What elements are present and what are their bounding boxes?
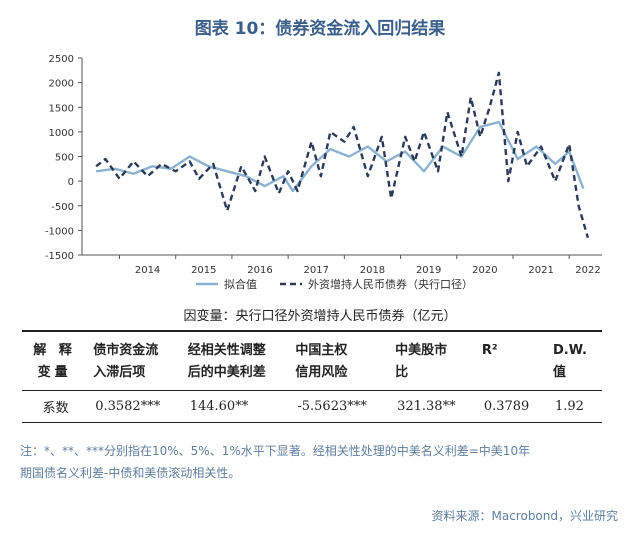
table-header-row: 解 释 变量 债市资金流 入滞后项 经相关性调整 后的中美利差 中国主权 信用风… — [22, 330, 602, 391]
x-tick-label: 2022 — [575, 265, 600, 276]
col-header-credit-line-1: 中国主权 — [295, 343, 348, 358]
col-header-credit-risk: 中国主权 信用风险 — [289, 330, 390, 391]
chart-title: 图表 10：债券资金流入回归结果 — [194, 19, 446, 39]
table-row: 系数 0.3582*** 144.60** -5.5623*** 321.38*… — [22, 390, 602, 423]
col-header-lag-line-2: 入滞后项 — [93, 365, 146, 380]
coef-stock-ratio: 321.38** — [389, 390, 476, 423]
y-tick-label: -500 — [51, 202, 74, 213]
y-tick-label: 0 — [68, 177, 74, 188]
source-text: 资料来源：Macrobond，兴业研究 — [431, 509, 619, 523]
col-header-lag: 债市资金流 入滞后项 — [87, 330, 182, 391]
value-r2: 0.3789 — [475, 390, 547, 423]
x-tick-label: 2020 — [472, 265, 497, 276]
series-line-fitted — [95, 120, 585, 193]
coef-credit-risk: -5.5623*** — [289, 390, 390, 423]
legend-label-actual: 外资增持人民币债券（央行口径） — [308, 277, 473, 291]
row-header-line-1: 解 释 — [33, 343, 76, 358]
dependent-variable-label: 因变量：央行口径外资增持人民币债券（亿元） — [183, 309, 457, 324]
y-tick-label: -1500 — [45, 251, 74, 262]
row-header-line-2: 变量 — [37, 365, 72, 380]
x-tick-label: 2014 — [135, 265, 160, 276]
col-header-credit-line-2: 信用风险 — [295, 365, 348, 380]
y-tick-label: 500 — [55, 153, 74, 164]
value-dw: 1.92 — [546, 390, 602, 423]
col-header-dw-line-2: 值 — [552, 365, 566, 380]
x-tick-label: 2015 — [191, 265, 216, 276]
y-tick-label: -1000 — [45, 226, 74, 237]
col-header-r2-line-1: R² — [481, 343, 498, 358]
x-tick-label: 2018 — [360, 265, 385, 276]
col-header-r2: R² — [475, 330, 547, 391]
footnote: 注：*、**、***分别指在10%、5%、1%水平下显著。经相关性处理的中美名义… — [20, 440, 620, 484]
col-header-stock-line-2: 比 — [395, 365, 409, 380]
row-label: 系数 — [22, 390, 88, 423]
x-tick-label: 2019 — [416, 265, 441, 276]
series-line-actual — [95, 71, 590, 239]
y-tick-label: 1500 — [49, 103, 74, 114]
y-tick-label: 2000 — [49, 79, 74, 90]
footnote-line-2: 期国债名义利差-中债和美债滚动相关性。 — [20, 466, 241, 480]
footnote-line-1: 注：*、**、***分别指在10%、5%、1%水平下显著。经相关性处理的中美名义… — [20, 444, 531, 458]
col-header-spread-line-2: 后的中美利差 — [187, 365, 266, 380]
x-tick-label: 2021 — [528, 265, 553, 276]
coef-lag: 0.3582*** — [87, 390, 182, 423]
regression-table: 解 释 变量 债市资金流 入滞后项 经相关性调整 后的中美利差 中国主权 信用风… — [22, 330, 602, 423]
col-header-spread: 经相关性调整 后的中美利差 — [181, 330, 290, 391]
y-tick-label: 2500 — [49, 54, 74, 65]
col-header-stock-ratio: 中美股市 比 — [389, 330, 476, 391]
line-chart: 2500 2000 1500 1000 500 0 -500 -1000 -1500 2014 20… — [45, 54, 602, 291]
x-tick-label: 2017 — [304, 265, 329, 276]
legend-label-fitted: 拟合值 — [224, 277, 257, 291]
y-tick-label: 1000 — [49, 128, 74, 139]
row-header-cell: 解 释 变量 — [22, 330, 88, 391]
x-tick-label: 2016 — [247, 265, 272, 276]
col-header-dw: D.W. 值 — [546, 330, 602, 391]
coef-spread: 144.60** — [181, 390, 290, 423]
col-header-spread-line-1: 经相关性调整 — [187, 343, 266, 358]
col-header-stock-line-1: 中美股市 — [395, 343, 448, 358]
col-header-dw-line-1: D.W. — [552, 343, 587, 358]
col-header-lag-line-1: 债市资金流 — [93, 343, 159, 358]
